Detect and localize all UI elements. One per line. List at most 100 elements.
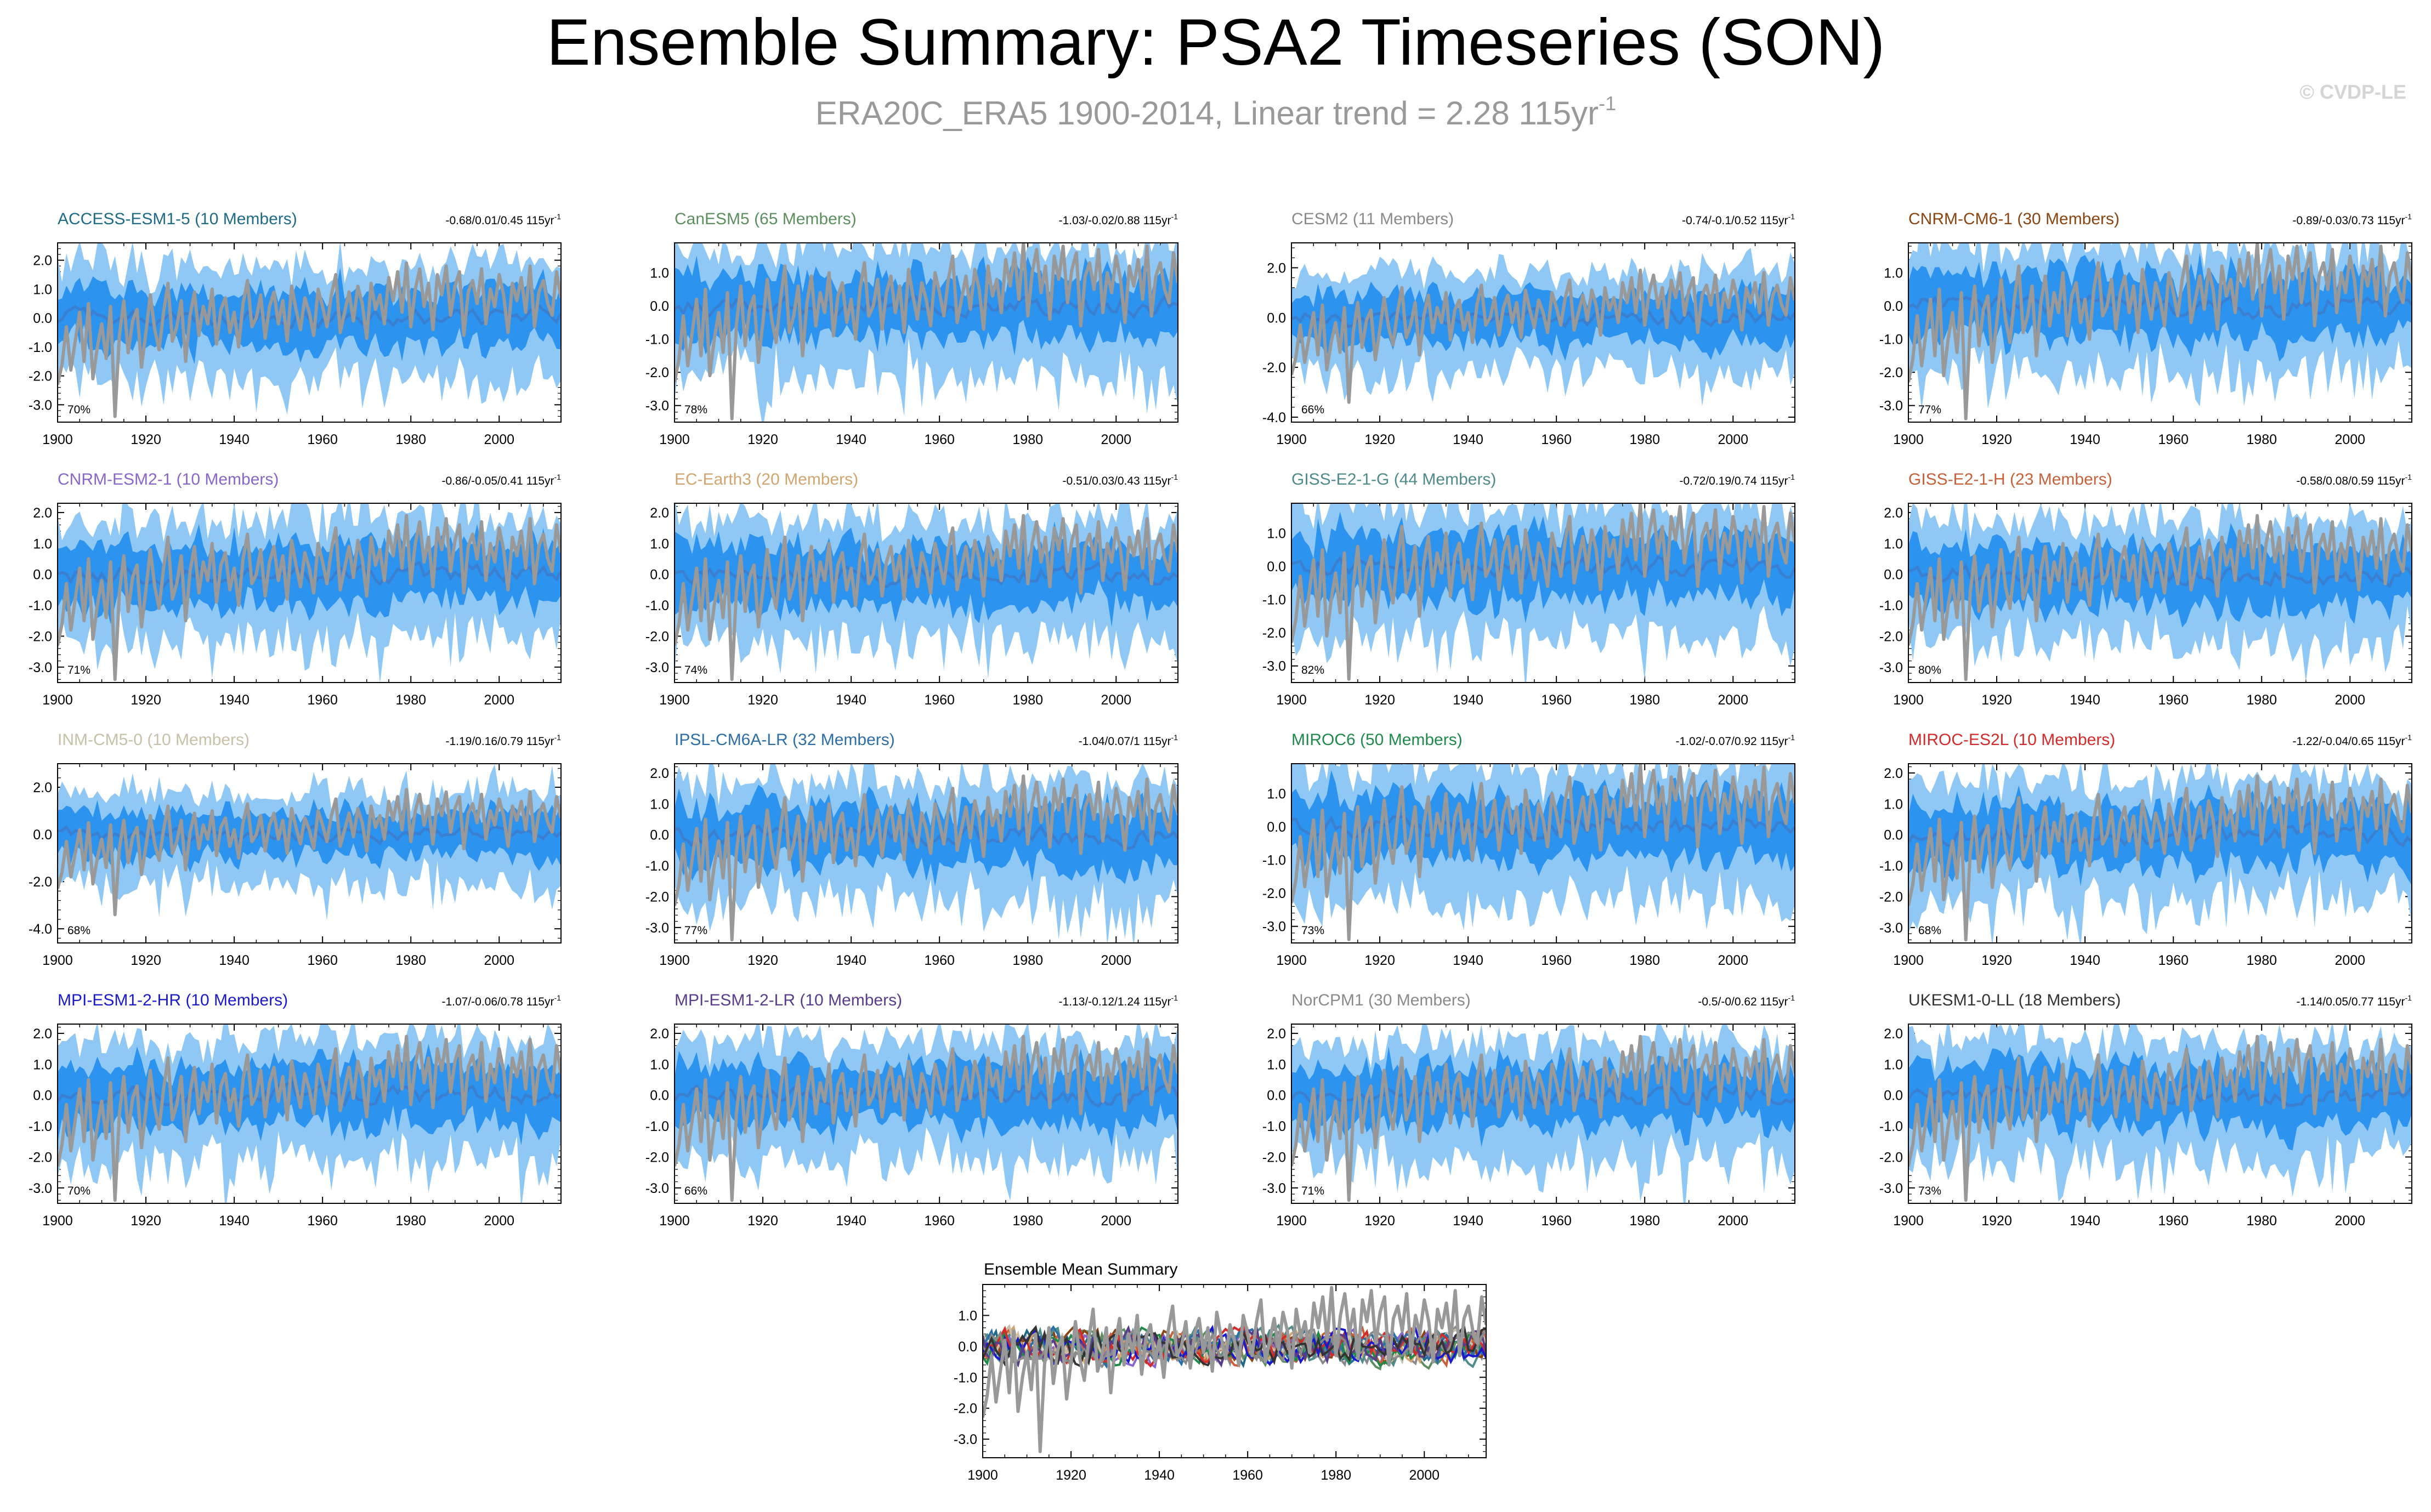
panel-3-xtick-label: 1960 xyxy=(2158,432,2189,447)
panel-10-xtick-label: 2000 xyxy=(1718,953,1748,968)
panel-9-ytick-label: -3.0 xyxy=(645,920,669,936)
panel-0-ytick-label: -3.0 xyxy=(29,397,52,413)
panel-3-xtick-label: 1940 xyxy=(2070,432,2100,447)
panel-8-xtick-label: 1900 xyxy=(42,953,73,968)
panel-1-ytick-label: -1.0 xyxy=(645,332,669,348)
panel-15-xtick-label: 1920 xyxy=(1981,1213,2012,1229)
panel-14-ytick-label: 1.0 xyxy=(1267,1057,1286,1072)
summary-ytick-label: -2.0 xyxy=(954,1401,977,1417)
panel-6-trend: -0.72/0.19/0.74 115yr-1 xyxy=(1679,473,1795,487)
panel-14-title: NorCPM1 (30 Members) xyxy=(1291,991,1471,1009)
panel-mpi-esm1-2-lr: 1900 1920 1940 1960 1980 2000 2.0 1.0 0.0 -1.0 -2.… xyxy=(645,991,1178,1229)
panel-4-plot-area xyxy=(58,503,561,683)
panel-14-xtick-label: 1960 xyxy=(1541,1213,1572,1229)
panel-ukesm1-0-ll: 1900 1920 1940 1960 1980 2000 2.0 1.0 0.0 -1.0 -2.… xyxy=(1879,991,2412,1229)
panel-5-frame xyxy=(674,503,1178,683)
panel-9-trend: -1.04/0.07/1 115yr-1 xyxy=(1079,733,1178,748)
panel-11-xtick-label: 1920 xyxy=(1981,953,2012,968)
panel-14-frame xyxy=(1291,1024,1795,1204)
panel-3-percent: 77% xyxy=(1918,403,1941,416)
panel-14-xtick-label: 1900 xyxy=(1276,1213,1307,1229)
panel-14-plot-area xyxy=(1291,1024,1795,1203)
panel-9-xtick-label: 2000 xyxy=(1101,953,1131,968)
panel-12-ytick-label: 0.0 xyxy=(33,1088,52,1104)
panel-1-xtick-label: 1980 xyxy=(1012,432,1043,447)
panel-10-ytick-label: -2.0 xyxy=(1262,886,1286,901)
summary-mean-line-inm-cm5-0 xyxy=(983,1324,1486,1367)
panel-14-xtick-label: 1940 xyxy=(1453,1213,1483,1229)
panel-1-ytick-label: -3.0 xyxy=(645,399,669,414)
panel-2-observation-line xyxy=(1291,269,1795,404)
panel-3-trend: -0.89/-0.03/0.73 115yr-1 xyxy=(2292,212,2412,227)
panel-10-observation-line xyxy=(1291,764,1795,941)
panel-2-xtick-label: 1960 xyxy=(1541,432,1572,447)
panel-5-ytick-label: 1.0 xyxy=(650,536,669,552)
panel-7-ytick-label: -2.0 xyxy=(1879,629,1903,644)
panel-9-ytick-label: 1.0 xyxy=(650,797,669,812)
summary-panel: 1900 1920 1940 1960 1980 2000 1.0 0.0 -1.0 -2.0 -3… xyxy=(954,1260,1487,1483)
panel-13-title: MPI-ESM1-2-LR (10 Members) xyxy=(675,991,902,1009)
panel-11-xtick-label: 1960 xyxy=(2158,953,2189,968)
panel-0-ytick-label: 2.0 xyxy=(33,253,52,269)
panel-13-xtick-label: 2000 xyxy=(1101,1213,1131,1229)
summary-xtick-label: 1980 xyxy=(1321,1468,1351,1483)
panel-3-title: CNRM-CM6-1 (30 Members) xyxy=(1908,210,2120,228)
panel-6-ytick-label: -2.0 xyxy=(1262,626,1286,641)
panel-5-xtick-label: 1980 xyxy=(1012,692,1043,708)
panel-7-xtick-label: 1920 xyxy=(1981,692,2012,708)
panel-11-ytick-label: -1.0 xyxy=(1879,859,1903,874)
panel-15-plot-area xyxy=(1908,1024,2412,1202)
panel-0-xtick-label: 1980 xyxy=(395,432,426,447)
panel-4-ytick-label: -2.0 xyxy=(29,629,52,644)
panel-9-xtick-label: 1920 xyxy=(747,953,778,968)
panel-0-xtick-label: 1960 xyxy=(307,432,338,447)
panel-14-xtick-label: 1920 xyxy=(1364,1213,1395,1229)
panel-5-ytick-label: -3.0 xyxy=(645,660,669,675)
panel-12-ytick-label: -1.0 xyxy=(29,1119,52,1134)
panel-1-observation-line xyxy=(675,243,1178,420)
panel-5-trend: -0.51/0.03/0.43 115yr-1 xyxy=(1062,473,1178,487)
panel-6-xtick-label: 1920 xyxy=(1364,692,1395,708)
panel-13-xtick-label: 1900 xyxy=(659,1213,690,1229)
panel-11-xtick-label: 1940 xyxy=(2070,953,2100,968)
panel-5-ytick-label: 2.0 xyxy=(650,505,669,521)
summary-observation-line xyxy=(983,1286,1486,1453)
panel-4-title: CNRM-ESM2-1 (10 Members) xyxy=(58,470,279,488)
summary-xtick-label: 1940 xyxy=(1144,1468,1175,1483)
panel-5-title: EC-Earth3 (20 Members) xyxy=(675,470,858,488)
panel-3-ytick-label: -1.0 xyxy=(1879,332,1903,348)
panels: 1900 1920 1940 1960 1980 2000 2.0 1.0 0.0 -1.0 -2.… xyxy=(29,210,2412,1483)
panel-10-percent: 73% xyxy=(1301,924,1324,937)
panel-11-ytick-label: -2.0 xyxy=(1879,889,1903,905)
panel-11-observation-line xyxy=(1908,774,2412,942)
panel-8-title: INM-CM5-0 (10 Members) xyxy=(58,731,250,749)
panel-cnrm-esm2-1: 1900 1920 1940 1960 1980 2000 2.0 1.0 0.0 -1.0 -2.… xyxy=(29,470,562,708)
panel-11-ytick-label: -3.0 xyxy=(1879,920,1903,936)
panel-11-xtick-label: 1900 xyxy=(1893,953,1924,968)
panel-1-xtick-label: 1920 xyxy=(747,432,778,447)
panel-11-percent: 68% xyxy=(1918,924,1941,937)
panel-7-frame xyxy=(1908,503,2412,683)
panel-5-xtick-label: 2000 xyxy=(1101,692,1131,708)
panel-5-xtick-label: 1920 xyxy=(747,692,778,708)
panel-3-observation-line xyxy=(1908,243,2412,420)
summary-title: Ensemble Mean Summary xyxy=(984,1260,1177,1278)
panel-5-xtick-label: 1900 xyxy=(659,692,690,708)
panel-5-ytick-label: 0.0 xyxy=(650,567,669,583)
panel-0-plot-area xyxy=(58,243,561,418)
panel-11-trend: -1.22/-0.04/0.65 115yr-1 xyxy=(2292,733,2412,748)
panel-3-frame xyxy=(1908,242,2412,423)
panel-2-xtick-label: 1940 xyxy=(1453,432,1483,447)
panel-14-observation-line xyxy=(1291,1034,1795,1202)
panel-0-observation-line xyxy=(58,261,561,418)
panel-15-xtick-label: 1900 xyxy=(1893,1213,1924,1229)
summary-ytick-label: -1.0 xyxy=(954,1370,977,1385)
panel-access-esm1-5: 1900 1920 1940 1960 1980 2000 2.0 1.0 0.0 -1.0 -2.… xyxy=(29,210,562,447)
panel-4-xtick-label: 2000 xyxy=(484,692,514,708)
panel-13-xtick-label: 1940 xyxy=(836,1213,866,1229)
panel-2-ytick-label: 2.0 xyxy=(1267,260,1286,276)
panel-0-ytick-label: 0.0 xyxy=(33,311,52,326)
panel-3-ytick-label: 1.0 xyxy=(1884,266,1903,281)
panel-canesm5: 1900 1920 1940 1960 1980 2000 1.0 0.0 -1.0 -2.0 -3… xyxy=(645,210,1178,447)
panel-5-ytick-label: -1.0 xyxy=(645,598,669,613)
